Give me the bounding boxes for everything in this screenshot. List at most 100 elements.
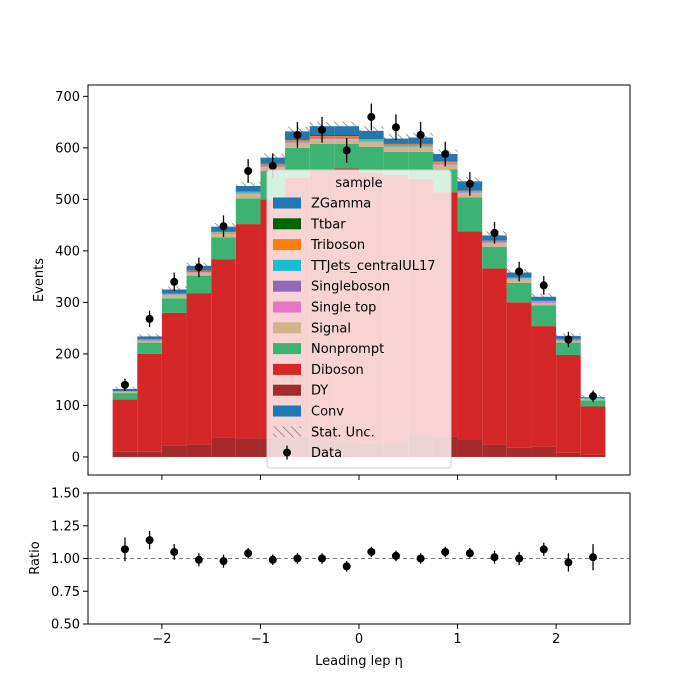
data-point xyxy=(367,112,376,121)
x-tick-label: 2 xyxy=(552,632,560,647)
bar xyxy=(334,135,359,137)
y-tick-label: 500 xyxy=(55,193,80,208)
bar xyxy=(383,147,409,152)
stat-unc-band xyxy=(334,121,359,131)
x-axis-label: Leading lep η xyxy=(315,654,403,669)
bar xyxy=(359,141,384,142)
bar xyxy=(556,452,581,457)
bar xyxy=(383,146,409,148)
stat-unc-band xyxy=(531,293,557,300)
legend-label: Signal xyxy=(311,321,351,336)
bar xyxy=(211,437,236,457)
y-tick-label: 0 xyxy=(72,450,80,465)
bar xyxy=(137,451,162,457)
bar xyxy=(506,282,532,303)
y-tick-label: 600 xyxy=(55,141,80,156)
data-point xyxy=(490,228,499,237)
legend-label: DY xyxy=(311,384,328,399)
legend-label: Diboson xyxy=(311,363,364,378)
data-point xyxy=(293,130,302,139)
data-point xyxy=(145,314,154,323)
legend-entry: Stat. Unc. xyxy=(273,425,375,440)
legend-label: Conv xyxy=(311,405,344,420)
stat-unc-band xyxy=(235,181,261,191)
bar xyxy=(457,439,483,457)
bar xyxy=(383,146,409,147)
bar xyxy=(161,294,187,295)
bar xyxy=(556,354,581,453)
bar xyxy=(531,301,557,302)
bar xyxy=(235,438,261,457)
bar xyxy=(359,138,384,140)
data-point xyxy=(268,161,277,170)
data-point xyxy=(564,335,573,344)
stat-unc-band xyxy=(137,333,162,339)
legend-marker xyxy=(283,448,291,457)
bar xyxy=(531,302,557,306)
bar xyxy=(482,246,507,269)
bar xyxy=(531,301,557,303)
bar xyxy=(359,142,384,147)
bar xyxy=(580,406,606,455)
data-point xyxy=(219,222,228,231)
legend-entry: Signal xyxy=(273,321,351,336)
legend-label: Ttbar xyxy=(310,217,346,232)
data-point xyxy=(120,380,129,389)
data-point xyxy=(170,277,179,286)
y-tick-label: 0.75 xyxy=(51,585,80,600)
data-point xyxy=(244,167,253,176)
y-tick-label: 700 xyxy=(55,90,80,105)
legend-swatch xyxy=(273,239,301,251)
bar xyxy=(235,194,261,199)
bar xyxy=(137,340,162,341)
bar xyxy=(161,293,187,295)
bar xyxy=(235,224,261,439)
ratio-panel: −2 −1 0 1 2 0.50 0.75 1.00 1.25 1.50 Ratio Leadi… xyxy=(28,487,631,669)
bar xyxy=(531,305,557,327)
bar xyxy=(137,342,162,354)
data-point xyxy=(194,263,203,272)
ratio-point xyxy=(194,555,203,564)
y-tick-label: 100 xyxy=(55,399,80,414)
bar xyxy=(235,193,261,194)
ratio-point xyxy=(564,558,573,567)
legend-entry: Diboson xyxy=(273,363,364,378)
legend-swatch xyxy=(273,384,301,396)
bar xyxy=(334,137,359,139)
legend-label: Single top xyxy=(311,301,376,316)
bar xyxy=(457,197,483,232)
bar xyxy=(112,391,138,392)
bar xyxy=(432,164,458,170)
x-tick-label: −2 xyxy=(152,632,171,647)
ratio-point xyxy=(244,549,253,558)
main-y-axis-label: Events xyxy=(32,258,47,302)
y-tick-label: 200 xyxy=(55,347,80,362)
ratio-point xyxy=(515,554,524,563)
legend-label: Data xyxy=(311,446,342,461)
data-point xyxy=(342,146,351,155)
bar xyxy=(235,192,261,194)
legend: sample ZGamma Ttbar Triboson TTJets_centralU… xyxy=(266,169,452,469)
legend-entry: Singleboson xyxy=(273,280,390,295)
x-tick-label: −1 xyxy=(251,632,270,647)
bar xyxy=(235,191,261,193)
bar xyxy=(531,302,557,303)
legend-title: sample xyxy=(335,176,382,191)
legend-swatch xyxy=(273,405,301,417)
ratio-point xyxy=(318,554,327,563)
bar xyxy=(112,451,138,457)
bar xyxy=(137,340,162,343)
legend-entry: Data xyxy=(283,445,342,461)
ratio-points xyxy=(120,530,598,572)
legend-label: Nonprompt xyxy=(311,342,384,357)
data-point xyxy=(416,130,425,139)
legend-entry: Nonprompt xyxy=(273,342,384,357)
ratio-point xyxy=(589,553,598,562)
legend-swatch xyxy=(273,322,301,334)
legend-swatch xyxy=(273,301,301,313)
bar xyxy=(408,147,433,152)
bar xyxy=(359,140,384,142)
ratio-point xyxy=(490,553,499,562)
bar xyxy=(506,447,532,457)
data-point xyxy=(441,150,450,159)
